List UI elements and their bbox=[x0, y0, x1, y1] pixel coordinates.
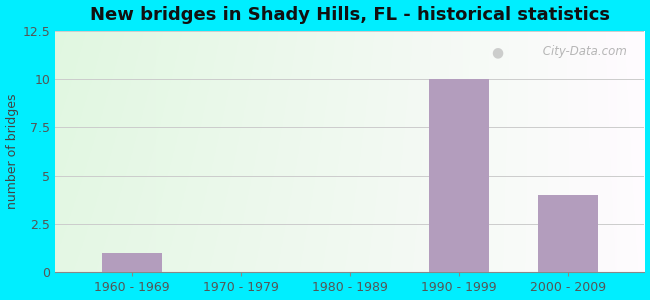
Text: ●: ● bbox=[491, 45, 503, 59]
Title: New bridges in Shady Hills, FL - historical statistics: New bridges in Shady Hills, FL - histori… bbox=[90, 6, 610, 24]
Bar bbox=[538, 195, 598, 272]
Bar bbox=[429, 79, 489, 272]
Y-axis label: number of bridges: number of bridges bbox=[6, 94, 19, 209]
Bar bbox=[101, 253, 162, 272]
Text: City-Data.com: City-Data.com bbox=[539, 45, 627, 58]
